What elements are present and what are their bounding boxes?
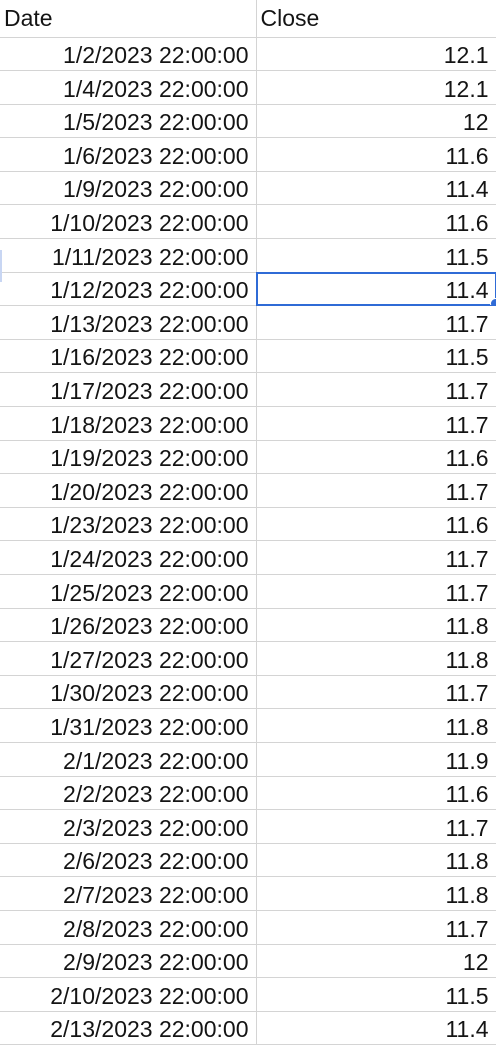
cell-date[interactable]: 1/2/2023 22:00:00 xyxy=(0,37,257,72)
cell-close[interactable]: 11.8 xyxy=(256,843,496,878)
cell-close[interactable]: 11.8 xyxy=(256,708,496,743)
cell-close[interactable]: 11.7 xyxy=(256,406,496,441)
cell-close[interactable]: 11.7 xyxy=(256,305,496,340)
cell-date[interactable]: 1/12/2023 22:00:00 xyxy=(0,272,257,307)
cell-close[interactable]: 12.1 xyxy=(256,70,496,105)
cell-date[interactable]: 2/1/2023 22:00:00 xyxy=(0,742,257,777)
cell-close[interactable]: 11.9 xyxy=(256,742,496,777)
table-row: 1/31/2023 22:00:00 11.8 xyxy=(0,708,496,743)
cell-close[interactable]: 11.5 xyxy=(256,339,496,374)
cell-date[interactable]: 1/17/2023 22:00:00 xyxy=(0,372,257,408)
cell-close[interactable]: 11.7 xyxy=(256,809,496,844)
table-row: 2/9/2023 22:00:00 12 xyxy=(0,944,496,979)
cell-close[interactable]: 11.6 xyxy=(256,204,496,240)
cell-date[interactable]: 1/25/2023 22:00:00 xyxy=(0,574,257,609)
cell-date[interactable]: 1/6/2023 22:00:00 xyxy=(0,137,257,172)
table-row: 1/5/2023 22:00:00 12 xyxy=(0,104,496,139)
table-row: 2/8/2023 22:00:00 11.7 xyxy=(0,910,496,945)
table-row: 1/16/2023 22:00:00 11.5 xyxy=(0,339,496,374)
header-cell-date[interactable]: Date xyxy=(0,0,257,38)
active-row-marker xyxy=(0,250,2,282)
cell-close[interactable]: 11.6 xyxy=(256,137,496,172)
cell-date[interactable]: 1/19/2023 22:00:00 xyxy=(0,440,257,475)
table-row: 1/30/2023 22:00:00 11.7 xyxy=(0,675,496,710)
cell-date[interactable]: 2/9/2023 22:00:00 xyxy=(0,944,257,979)
cell-date[interactable]: 2/6/2023 22:00:00 xyxy=(0,843,257,878)
cell-date[interactable]: 1/26/2023 22:00:00 xyxy=(0,608,257,643)
cell-date[interactable]: 1/31/2023 22:00:00 xyxy=(0,708,257,743)
cell-close[interactable]: 11.7 xyxy=(256,372,496,408)
cell-date[interactable]: 1/10/2023 22:00:00 xyxy=(0,204,257,240)
cell-close[interactable]: 11.4 xyxy=(256,171,496,206)
cell-date[interactable]: 1/30/2023 22:00:00 xyxy=(0,675,257,710)
cell-date[interactable]: 1/27/2023 22:00:00 xyxy=(0,641,257,676)
cell-date[interactable]: 2/8/2023 22:00:00 xyxy=(0,910,257,945)
table-row: 2/10/2023 22:00:00 11.5 xyxy=(0,977,496,1012)
cell-date[interactable]: 2/13/2023 22:00:00 xyxy=(0,1011,257,1046)
cell-date[interactable]: 1/18/2023 22:00:00 xyxy=(0,406,257,441)
table-row: 2/3/2023 22:00:00 11.7 xyxy=(0,809,496,844)
cell-date[interactable]: 1/4/2023 22:00:00 xyxy=(0,70,257,105)
header-cell-close[interactable]: Close xyxy=(256,0,496,38)
table-row: 2/13/2023 22:00:00 11.4 xyxy=(0,1011,496,1046)
table-row: 1/24/2023 22:00:00 11.7 xyxy=(0,540,496,575)
cell-close[interactable]: 12 xyxy=(256,944,496,979)
table-row: 2/6/2023 22:00:00 11.8 xyxy=(0,843,496,878)
cell-date[interactable]: 1/11/2023 22:00:00 xyxy=(0,238,257,273)
cell-close[interactable]: 11.7 xyxy=(256,574,496,609)
table-row: 1/4/2023 22:00:00 12.1 xyxy=(0,70,496,105)
table-row: 1/23/2023 22:00:00 11.6 xyxy=(0,507,496,542)
fill-handle[interactable] xyxy=(489,298,496,305)
cell-date[interactable]: 2/3/2023 22:00:00 xyxy=(0,809,257,844)
cell-close[interactable]: 11.6 xyxy=(256,507,496,542)
cell-close[interactable]: 11.8 xyxy=(256,876,496,911)
table-row: 2/7/2023 22:00:00 11.8 xyxy=(0,876,496,911)
table-row: 1/17/2023 22:00:00 11.7 xyxy=(0,372,496,408)
cell-close[interactable]: 11.6 xyxy=(256,440,496,475)
cell-close[interactable]: 11.7 xyxy=(256,910,496,945)
cell-close[interactable]: 11.7 xyxy=(256,540,496,575)
table-row: 1/25/2023 22:00:00 11.7 xyxy=(0,574,496,609)
cell-date[interactable]: 2/2/2023 22:00:00 xyxy=(0,776,257,811)
cell-close[interactable]: 11.8 xyxy=(256,641,496,676)
cell-close[interactable]: 11.7 xyxy=(256,675,496,710)
cell-close[interactable]: 12 xyxy=(256,104,496,139)
table-row: 2/2/2023 22:00:00 11.6 xyxy=(0,776,496,811)
cell-close[interactable]: 11.7 xyxy=(256,473,496,508)
header-row: Date Close xyxy=(0,0,496,38)
cell-close[interactable]: 11.4 xyxy=(256,1011,496,1046)
selected-cell[interactable]: 11.4 xyxy=(256,272,496,307)
table-row: 1/20/2023 22:00:00 11.7 xyxy=(0,473,496,508)
table-row: 1/27/2023 22:00:00 11.8 xyxy=(0,641,496,676)
cell-date[interactable]: 1/23/2023 22:00:00 xyxy=(0,507,257,542)
cell-date[interactable]: 1/20/2023 22:00:00 xyxy=(0,473,257,508)
table-row: 1/18/2023 22:00:00 11.7 xyxy=(0,406,496,441)
cell-close[interactable]: 11.6 xyxy=(256,776,496,811)
cell-date[interactable]: 2/7/2023 22:00:00 xyxy=(0,876,257,911)
table-row: 1/13/2023 22:00:00 11.7 xyxy=(0,305,496,340)
cell-date[interactable]: 1/5/2023 22:00:00 xyxy=(0,104,257,139)
table-row: 1/12/2023 22:00:00 11.4 xyxy=(0,272,496,307)
selected-cell-value: 11.4 xyxy=(445,277,489,304)
table-row: 1/2/2023 22:00:00 12.1 xyxy=(0,37,496,72)
table-row: 1/26/2023 22:00:00 11.8 xyxy=(0,608,496,643)
cell-close[interactable]: 12.1 xyxy=(256,37,496,72)
table-row: 1/9/2023 22:00:00 11.4 xyxy=(0,171,496,206)
cell-date[interactable]: 2/10/2023 22:00:00 xyxy=(0,977,257,1012)
table-row: 1/10/2023 22:00:00 11.6 xyxy=(0,204,496,240)
cell-date[interactable]: 1/13/2023 22:00:00 xyxy=(0,305,257,340)
cell-date[interactable]: 1/24/2023 22:00:00 xyxy=(0,540,257,575)
cell-date[interactable]: 1/9/2023 22:00:00 xyxy=(0,171,257,206)
cell-close[interactable]: 11.5 xyxy=(256,977,496,1012)
table-row: 1/6/2023 22:00:00 11.6 xyxy=(0,137,496,172)
table-row: 1/11/2023 22:00:00 11.5 xyxy=(0,238,496,273)
cell-close[interactable]: 11.5 xyxy=(256,238,496,273)
table-row: 2/1/2023 22:00:00 11.9 xyxy=(0,742,496,777)
cell-date[interactable]: 1/16/2023 22:00:00 xyxy=(0,339,257,374)
cell-close[interactable]: 11.8 xyxy=(256,608,496,643)
table-row: 1/19/2023 22:00:00 11.6 xyxy=(0,440,496,475)
